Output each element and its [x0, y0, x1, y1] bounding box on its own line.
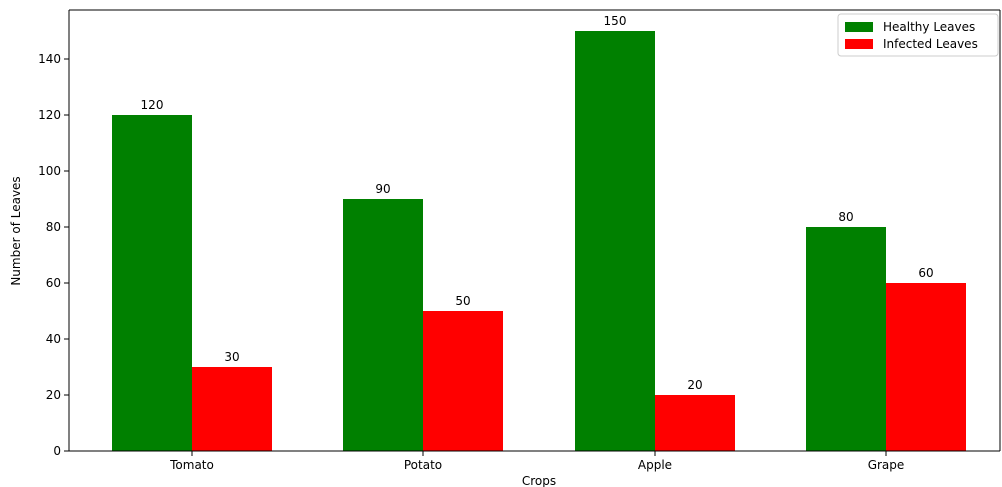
- x-tick-label: Potato: [404, 458, 442, 472]
- bar-healthy-leaves-apple: [575, 31, 655, 451]
- y-axis-title: Number of Leaves: [9, 176, 23, 285]
- y-tick-label: 60: [46, 276, 61, 290]
- value-label-infected-leaves-apple: 20: [687, 378, 702, 392]
- value-label-healthy-leaves-potato: 90: [375, 182, 390, 196]
- x-axis-title: Crops: [522, 474, 556, 487]
- value-label-infected-leaves-tomato: 30: [224, 350, 239, 364]
- bar-infected-leaves-tomato: [192, 367, 272, 451]
- bar-healthy-leaves-potato: [343, 199, 423, 451]
- y-tick-label: 140: [38, 52, 61, 66]
- x-tick-label: Grape: [868, 458, 905, 472]
- value-label-healthy-leaves-tomato: 120: [141, 98, 164, 112]
- y-tick-label: 80: [46, 220, 61, 234]
- legend-swatch-healthy-leaves: [845, 22, 873, 32]
- legend-label-infected-leaves: Infected Leaves: [883, 37, 978, 51]
- y-tick-label: 120: [38, 108, 61, 122]
- legend-box: [837, 13, 999, 57]
- chart-axes: 0 20 40 60 80 100 120 140 Tomato Potato Apple Grape: [38, 9, 1001, 472]
- x-tick-label: Apple: [638, 458, 672, 472]
- bar-healthy-leaves-grape: [806, 227, 886, 451]
- y-tick-label: 40: [46, 332, 61, 346]
- bar-infected-leaves-grape: [886, 283, 966, 451]
- y-tick-label: 100: [38, 164, 61, 178]
- x-tick-label: Tomato: [169, 458, 214, 472]
- legend-swatch-infected-leaves: [845, 39, 873, 49]
- bar-infected-leaves-apple: [655, 395, 735, 451]
- chart-marks: 120 90 150 80 30 50 20 60: [112, 14, 966, 451]
- y-tick-label: 20: [46, 388, 61, 402]
- legend: Healthy Leaves Infected Leaves: [837, 13, 999, 57]
- value-label-infected-leaves-grape: 60: [918, 266, 933, 280]
- bar-healthy-leaves-tomato: [112, 115, 192, 451]
- y-tick-label: 0: [53, 444, 61, 458]
- bar-infected-leaves-potato: [423, 311, 503, 451]
- value-label-infected-leaves-potato: 50: [455, 294, 470, 308]
- legend-label-healthy-leaves: Healthy Leaves: [883, 20, 975, 34]
- value-label-healthy-leaves-apple: 150: [604, 14, 627, 28]
- value-label-healthy-leaves-grape: 80: [838, 210, 853, 224]
